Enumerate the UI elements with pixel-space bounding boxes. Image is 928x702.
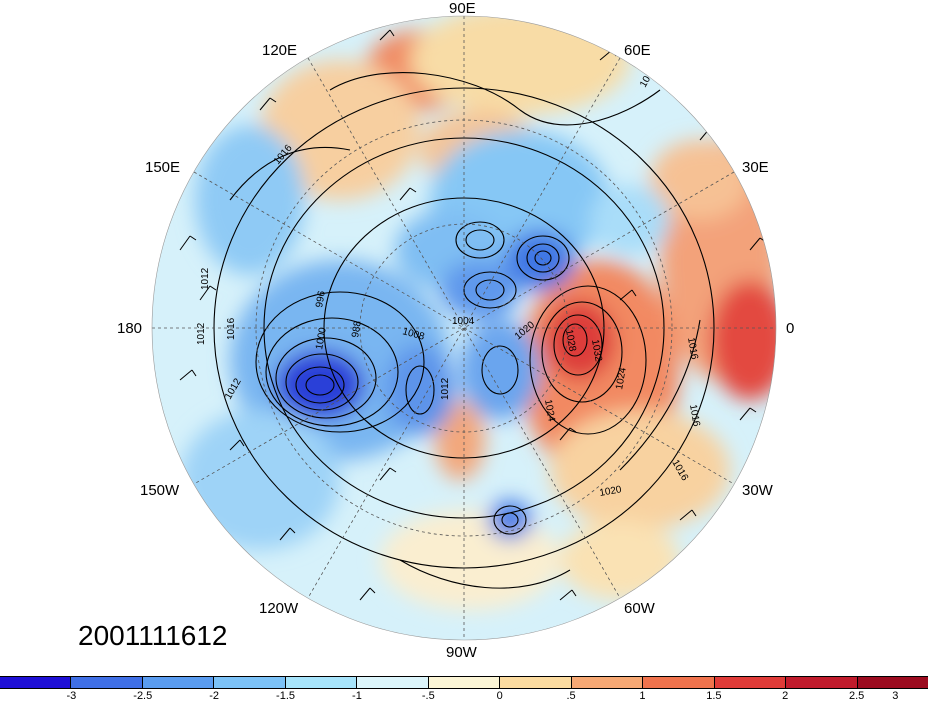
- colorbar-tick-label: -1.5: [276, 690, 296, 702]
- colorbar-tick-label: 0: [496, 690, 503, 702]
- isobar-label: 1020: [599, 484, 623, 499]
- isobar-label: 1012: [440, 377, 451, 400]
- anomaly-shading: 1012 1016 1012 1012 1016 996 988 1000 10…: [152, 16, 776, 640]
- colorbar-swatch: [570, 677, 643, 688]
- isobar-label: 1000: [314, 326, 329, 350]
- isobar-label: 1012: [196, 322, 207, 345]
- isobar-label: 1016: [687, 404, 702, 428]
- isobar-label: 988: [350, 320, 364, 339]
- colorbar-tick-label: 1.5: [706, 690, 722, 702]
- lon-label-150e: 150E: [145, 159, 181, 176]
- colorbar-swatch: [70, 677, 142, 688]
- colorbar-tick-label: -2: [209, 690, 220, 702]
- isobar-label: 1028: [563, 329, 578, 353]
- isobar-label: 1032: [589, 339, 604, 363]
- lon-label-60e: 60E: [624, 42, 651, 59]
- colorbar-swatch: [284, 677, 357, 688]
- colorbar-tick-label: -3: [66, 690, 77, 702]
- map-boundary: [151, 15, 777, 641]
- graticule: [152, 16, 776, 640]
- isobar-label: 996: [314, 290, 328, 309]
- colorbar-tick-label: -1: [352, 690, 362, 702]
- lon-label-30e: 30E: [742, 159, 769, 176]
- colorbar-tick-label: 2: [782, 690, 789, 702]
- isobar-label: 1016: [226, 317, 237, 340]
- lon-label-120w: 120W: [259, 600, 299, 617]
- colorbar-tick-label: 3: [892, 690, 899, 702]
- lon-label-150w: 150W: [140, 482, 180, 499]
- colorbar: [0, 676, 928, 689]
- lon-label-120e: 120E: [262, 42, 298, 59]
- colorbar-swatch: [856, 677, 928, 688]
- colorbar-tick-label: 1: [639, 690, 646, 702]
- colorbar-swatch: [427, 677, 500, 688]
- isobar-label: 1004: [452, 316, 475, 327]
- colorbar-swatch: [642, 677, 714, 688]
- colorbar-swatch: [713, 677, 786, 688]
- isobar-label: 1012: [200, 267, 211, 290]
- colorbar-tick-label: -2.5: [133, 690, 153, 702]
- colorbar-swatch: [785, 677, 857, 688]
- wind-barbs: [179, 29, 767, 601]
- isobar-label: 1016: [685, 337, 700, 361]
- isobar-label: 1024: [542, 399, 557, 423]
- colorbar-swatch: [499, 677, 571, 688]
- colorbar-tick-label: .5: [566, 690, 576, 702]
- lon-label-60w: 60W: [624, 600, 655, 617]
- isobar-label: 1024: [614, 366, 629, 390]
- colorbar-swatch: [356, 677, 428, 688]
- datestamp: 2001111612: [78, 620, 228, 651]
- lon-label-30w: 30W: [742, 482, 773, 499]
- colorbar-tick-label: -.5: [421, 690, 435, 702]
- colorbar-swatch: [213, 677, 285, 688]
- lon-label-90w: 90W: [446, 644, 477, 661]
- colorbar-tick-label: 2.5: [848, 690, 865, 702]
- colorbar-swatch: [141, 677, 214, 688]
- lon-label-90e: 90E: [449, 0, 476, 17]
- colorbar-swatch: [0, 677, 71, 688]
- lon-label-0: 0: [786, 320, 795, 337]
- lon-label-180: 180: [117, 320, 143, 337]
